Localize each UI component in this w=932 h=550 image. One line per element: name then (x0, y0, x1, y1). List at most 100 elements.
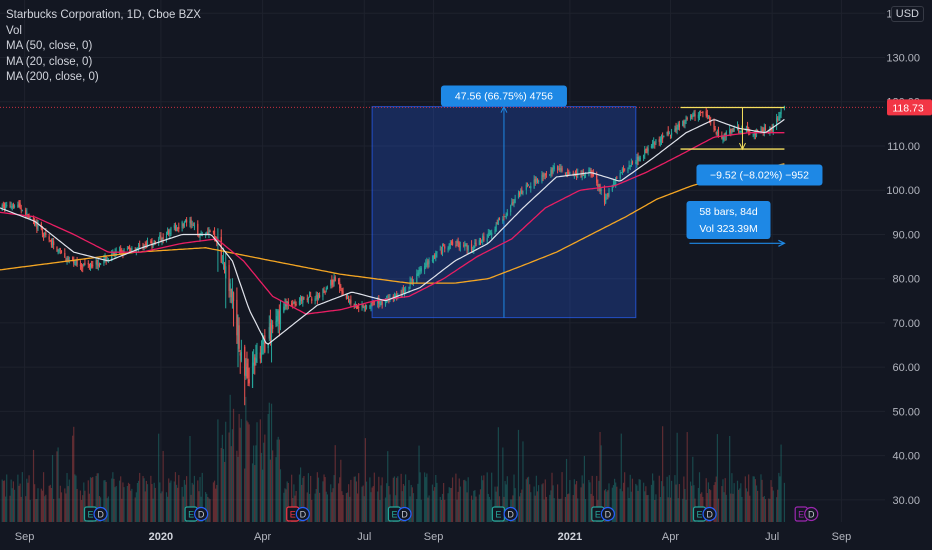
volume-bar (746, 491, 749, 522)
candle-body (74, 264, 76, 266)
candle-body (510, 205, 512, 213)
candle-body (761, 130, 763, 132)
volume-bar (638, 479, 640, 522)
candle-body (276, 316, 278, 322)
candle-body (97, 263, 99, 267)
volume-bar (151, 484, 153, 522)
legend-title[interactable]: Starbucks Corporation, 1D, Cboe BZX (6, 9, 201, 21)
volume-bar (56, 451, 58, 522)
volume-bar (76, 488, 78, 522)
volume-bar (411, 487, 413, 522)
drawing-tools[interactable]: 47.56 (66.75%) 4756 −9.52 (−8.02%) −952 58… (440, 85, 823, 247)
dividend-marker[interactable]: D (93, 506, 108, 522)
volume-bar (57, 447, 59, 522)
volume-bar (676, 432, 678, 522)
candle-body (619, 173, 621, 179)
candle-body (365, 305, 368, 309)
candle-body (222, 257, 225, 259)
price-tick-label: 30.00 (892, 495, 920, 507)
dividend-marker[interactable]: D (194, 506, 209, 522)
candle-body (713, 121, 715, 129)
candle-body (197, 223, 199, 235)
legend-ma-50[interactable]: MA (50, close, 0) (6, 40, 93, 52)
candle-body (678, 124, 680, 128)
volume-bar (127, 482, 130, 522)
candle-body (308, 295, 311, 297)
candle-body (487, 232, 489, 238)
candle-body (213, 230, 216, 237)
volume-bar (674, 475, 676, 522)
volume-bar (80, 499, 83, 522)
candle-body (168, 230, 170, 235)
volume-bar (514, 488, 516, 522)
legend-volume[interactable]: Vol (6, 24, 22, 37)
dividend-marker[interactable]: D (295, 506, 310, 522)
dividend-marker[interactable]: D (503, 506, 518, 522)
dividend-marker[interactable]: D (600, 506, 615, 522)
volume-bar (97, 473, 99, 522)
earnings-marker[interactable]: E (491, 506, 505, 522)
candle-body (4, 206, 7, 208)
candle-body (48, 236, 50, 240)
volume-bar (253, 445, 255, 522)
candle-body (549, 174, 551, 176)
candle-body (236, 299, 238, 336)
volume-bar (685, 499, 687, 522)
volume-bar (537, 485, 540, 522)
candle-body (295, 304, 297, 306)
volume-bar (160, 493, 162, 522)
candle-body (425, 263, 427, 268)
candle-body (369, 306, 371, 308)
volume-bar (405, 474, 407, 522)
time-tick-label: Sep (424, 531, 444, 543)
volume-bar (401, 491, 403, 522)
volume-bar (431, 484, 434, 522)
price-tick-label: 80.00 (892, 274, 920, 286)
dividend-circle (503, 506, 518, 522)
candle-body (456, 241, 458, 244)
volume-bar (308, 493, 311, 522)
candle-body (621, 168, 624, 172)
volume-bar (489, 499, 492, 522)
time-tick-label: 2020 (149, 531, 173, 543)
volume-bar (520, 492, 522, 522)
candle-body (145, 243, 147, 245)
candle-body (292, 303, 294, 305)
volume-bar (84, 490, 86, 522)
dividend-marker[interactable]: D (804, 506, 819, 522)
earnings-letter: E (290, 510, 296, 520)
dividend-marker[interactable]: D (702, 506, 717, 522)
candle-body (151, 241, 153, 245)
volume-bar (75, 475, 77, 522)
candle-body (182, 223, 184, 227)
dividend-circle (600, 506, 615, 522)
dividend-marker[interactable]: D (397, 506, 412, 522)
volume-bar (372, 486, 374, 522)
candle-body (624, 168, 626, 170)
volume-bar (449, 487, 451, 522)
candle-body (757, 129, 759, 132)
price-axis[interactable]: 140.00130.00120.00110.00100.0090.0080.00… (885, 0, 932, 522)
volume-bar (260, 452, 263, 522)
volume-bar (624, 472, 626, 522)
candle-body (506, 213, 508, 216)
price-tick-label: 40.00 (892, 451, 920, 463)
volume-bar (644, 491, 646, 522)
candle-body (467, 245, 469, 251)
candle-body (358, 307, 360, 309)
candle-body (535, 179, 537, 182)
volume-bar (721, 486, 723, 522)
candle-body (123, 248, 125, 253)
legend-ma-200[interactable]: MA (200, close, 0) (6, 71, 99, 83)
candle-body (190, 219, 192, 225)
volume-bar (91, 477, 93, 522)
candle-body (722, 138, 724, 141)
legend-ma-20[interactable]: MA (20, close, 0) (6, 55, 93, 68)
candle-body (733, 128, 735, 132)
volume-bar (561, 472, 563, 522)
currency-badge[interactable]: USD (890, 6, 924, 22)
volume-bar (607, 490, 609, 522)
time-axis[interactable]: Sep 2020 Apr Jul Sep 2021 Apr Jul Sep (0, 522, 932, 550)
